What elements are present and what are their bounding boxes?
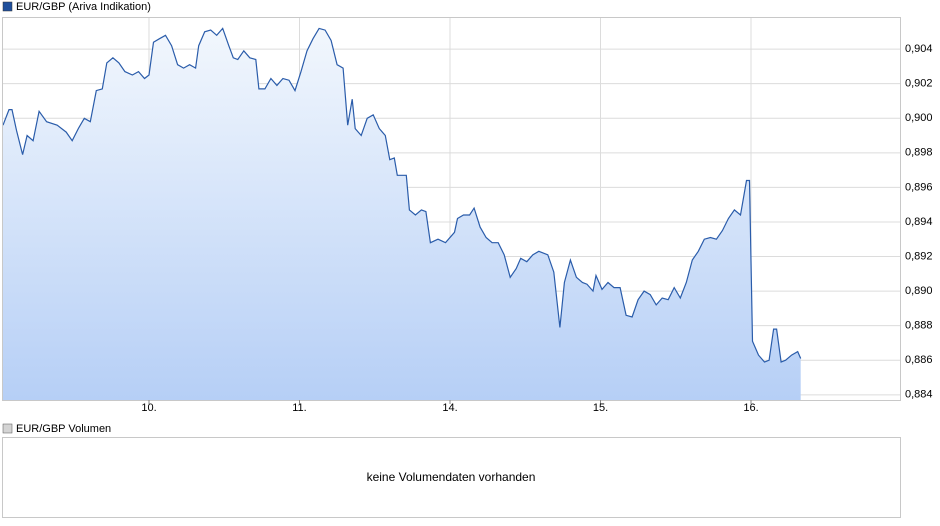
y-tick-label: 0,894 bbox=[905, 216, 933, 228]
y-tick-label: 0,898 bbox=[905, 147, 933, 159]
y-tick-label: 0,902 bbox=[905, 78, 933, 90]
y-tick-label: 0,888 bbox=[905, 320, 933, 332]
x-tick-label: 15. bbox=[593, 402, 608, 414]
volume-legend-label: EUR/GBP Volumen bbox=[16, 423, 111, 435]
x-tick-label: 11. bbox=[292, 402, 306, 414]
volume-frame bbox=[2, 437, 901, 518]
volume-message: keine Volumendaten vorhanden bbox=[367, 470, 536, 484]
y-tick-label: 0,904 bbox=[905, 43, 933, 55]
y-tick-label: 0,896 bbox=[905, 181, 933, 193]
y-tick-label: 0,890 bbox=[905, 285, 933, 297]
y-tick-label: 0,884 bbox=[905, 389, 933, 401]
area-fill bbox=[3, 28, 801, 401]
price-line bbox=[2, 27, 802, 363]
legend-label: EUR/GBP (Ariva Indikation) bbox=[16, 1, 151, 13]
x-tick-label: 10. bbox=[141, 402, 156, 414]
x-tick-label: 16. bbox=[743, 402, 758, 414]
y-tick-label: 0,892 bbox=[905, 250, 933, 262]
x-tick-label: 14. bbox=[442, 402, 457, 414]
plot-frame bbox=[2, 17, 901, 401]
y-tick-label: 0,900 bbox=[905, 112, 933, 124]
volume-legend-swatch bbox=[2, 423, 13, 434]
y-tick-label: 0,886 bbox=[905, 354, 933, 366]
legend-swatch bbox=[2, 1, 13, 12]
